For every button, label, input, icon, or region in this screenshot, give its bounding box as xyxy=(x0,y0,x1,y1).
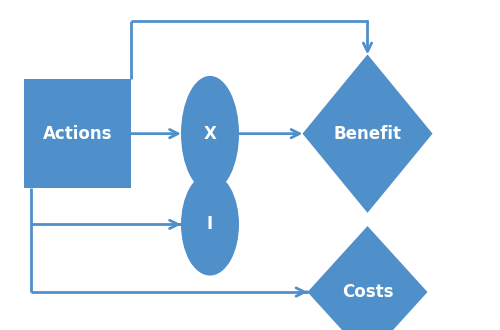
Polygon shape xyxy=(302,54,432,213)
Text: Costs: Costs xyxy=(342,283,393,301)
Text: Benefit: Benefit xyxy=(334,125,402,143)
Ellipse shape xyxy=(181,76,239,191)
Text: Actions: Actions xyxy=(43,125,112,143)
Bar xyxy=(24,79,131,188)
Text: X: X xyxy=(204,125,216,143)
Ellipse shape xyxy=(181,173,239,276)
Polygon shape xyxy=(308,226,428,330)
Text: I: I xyxy=(207,215,213,233)
